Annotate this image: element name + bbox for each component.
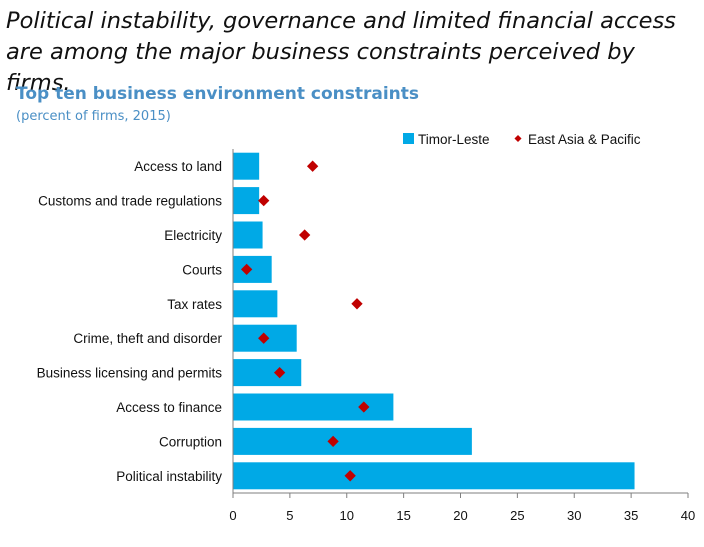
- x-tick-label: 5: [286, 508, 293, 523]
- category-label-access-to-finance: Access to finance: [116, 400, 222, 415]
- marker-east-asia-pacific-electricity: [299, 229, 311, 241]
- bar-customs-and-trade-regulations: [233, 187, 260, 215]
- chart-title: Top ten business environment constraints: [16, 84, 420, 104]
- category-label-tax-rates: Tax rates: [167, 297, 222, 312]
- x-tick-label: 35: [624, 508, 638, 523]
- x-tick-label: 0: [229, 508, 236, 523]
- marker-east-asia-pacific-tax-rates: [351, 298, 363, 310]
- category-label-customs-and-trade-regulations: Customs and trade regulations: [38, 194, 222, 209]
- category-label-business-licensing-and-permits: Business licensing and permits: [37, 366, 223, 381]
- category-label-corruption: Corruption: [159, 434, 222, 449]
- marker-east-asia-pacific-customs-and-trade-regulations: [258, 194, 270, 207]
- bar-courts: [233, 255, 272, 283]
- bar-corruption: [233, 427, 472, 455]
- x-tick-label: 15: [396, 508, 410, 523]
- legend-label-east-asia-pacific: East Asia & Pacific: [528, 132, 641, 147]
- x-tick-label: 40: [681, 508, 695, 523]
- bar-political-instability: [233, 462, 635, 490]
- category-label-courts: Courts: [182, 262, 222, 277]
- marker-east-asia-pacific-access-to-land: [306, 160, 319, 172]
- legend-swatch-timor-leste: [403, 133, 414, 144]
- category-label-electricity: Electricity: [164, 228, 222, 243]
- category-label-political-instability: Political instability: [116, 469, 222, 484]
- legend-label-timor-leste: Timor-Leste: [418, 132, 490, 147]
- x-tick-label: 25: [510, 508, 524, 523]
- category-label-crime-theft-and-disorder: Crime, theft and disorder: [73, 331, 222, 346]
- headline: Political instability, governance and li…: [6, 8, 676, 96]
- bar-access-to-land: [233, 152, 260, 180]
- x-tick-label: 20: [453, 508, 467, 523]
- legend: Timor-Leste East Asia & Pacific: [403, 132, 641, 147]
- chart-subtitle: (percent of firms, 2015): [16, 109, 171, 124]
- x-tick-label: 30: [567, 508, 581, 523]
- bar-tax-rates: [233, 290, 278, 318]
- bar-electricity: [233, 221, 263, 249]
- legend-swatch-east-asia-pacific: [514, 134, 522, 143]
- x-tick-label: 10: [340, 508, 354, 523]
- bar-business-licensing-and-permits: [233, 359, 302, 387]
- category-label-access-to-land: Access to land: [134, 159, 222, 174]
